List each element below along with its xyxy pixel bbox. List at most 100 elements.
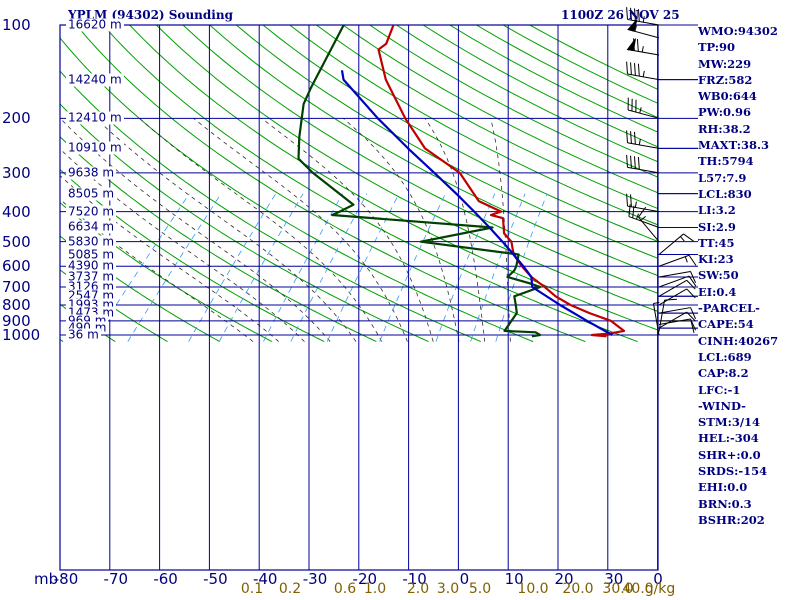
- stability-index-item: TP:90: [698, 40, 736, 55]
- temperature-tick-label: 0: [459, 570, 470, 588]
- stability-index-item: SW:50: [698, 268, 739, 283]
- mixing-ratio-unit: g/kg: [644, 581, 676, 597]
- mixing-ratio-line: [218, 193, 304, 342]
- wind-barb: [659, 320, 695, 333]
- observation-time: 1100Z 26 NOV 25: [561, 8, 680, 22]
- moist-adiabat-line: [343, 117, 460, 342]
- wind-barb-flag: [630, 155, 632, 169]
- stability-index-item: KI:23: [698, 252, 734, 267]
- wind-barb-flag: [630, 194, 632, 207]
- wind-barb-flag: [688, 255, 697, 266]
- wind-barb-staff: [627, 205, 660, 213]
- pressure-unit-label: mb: [34, 570, 59, 588]
- wind-barb-half-flag: [680, 236, 685, 242]
- moist-adiabat-line: [490, 118, 511, 342]
- wind-barb: [658, 270, 697, 283]
- stability-index-item: LFC:-1: [698, 382, 741, 397]
- moist-adiabat-line: [95, 118, 357, 342]
- temperature-tick-label: -20: [352, 570, 378, 588]
- wind-barb-staff: [627, 73, 660, 81]
- mixing-ratio-line: [435, 193, 496, 342]
- pressure-tick-label: 800: [2, 295, 31, 314]
- wind-barb: [627, 97, 660, 119]
- wind-barb-staff: [658, 311, 687, 329]
- stability-index-item: EHI:0.0: [698, 480, 748, 495]
- mixing-ratio-label: 30.0: [602, 581, 634, 597]
- wind-barb: [626, 38, 660, 56]
- wind-barb-half-flag: [638, 138, 641, 145]
- wind-barb-flag: [637, 9, 640, 22]
- dry-adiabat-line: [316, 25, 658, 210]
- temperature-tick-label: -60: [153, 570, 178, 588]
- dry-adiabat-line: [75, 25, 586, 343]
- wind-barb-half-flag: [653, 301, 660, 304]
- stability-index-item: EI:0.4: [698, 284, 737, 299]
- temperature-tick-label: -50: [203, 570, 228, 588]
- stability-index-item: FRZ:582: [698, 72, 753, 87]
- dry-adiabats: [60, 25, 658, 343]
- dry-adiabat-line: [155, 25, 658, 312]
- temperature-tick-label: -80: [53, 570, 79, 588]
- pressure-tick-label: 300: [2, 163, 31, 182]
- wind-barb-flag: [626, 61, 628, 75]
- stability-index-item: LCL:689: [698, 349, 752, 364]
- wind-barb-staff: [658, 288, 687, 306]
- height-label: 6634 m: [66, 219, 117, 234]
- stability-index-item: BSHR:202: [698, 512, 765, 527]
- wind-barbs: [626, 7, 697, 336]
- wind-barb-flag: [690, 271, 697, 283]
- wind-barb: [626, 130, 660, 149]
- wind-barb-staff: [658, 299, 666, 332]
- stability-index-item: CAP:8.2: [698, 366, 749, 381]
- wind-barb-half-flag: [634, 201, 637, 208]
- wind-barb: [658, 279, 696, 297]
- wind-barb: [652, 301, 660, 336]
- wind-barb-flag: [686, 311, 696, 322]
- wind-barb-flag: [630, 131, 632, 144]
- stability-index-item: PW:0.96: [698, 105, 752, 120]
- stability-index-item: CINH:40267: [698, 333, 779, 348]
- pressure-tick-label: 400: [2, 202, 31, 221]
- dry-adiabat-line: [235, 25, 658, 259]
- wind-barb-staff: [627, 142, 660, 149]
- temperature-tick-label: -40: [252, 570, 278, 588]
- dry-adiabat-line: [60, 37, 534, 343]
- wind-barb: [658, 254, 697, 267]
- wind-barb: [658, 311, 696, 329]
- mixing-ratio-line: [127, 193, 222, 342]
- wind-barb-staff: [627, 109, 660, 119]
- stability-index-item: TH:5794: [698, 154, 754, 169]
- wind-barb-flag: [633, 38, 635, 51]
- wind-barb: [658, 233, 694, 255]
- height-label: 5830 m: [66, 234, 117, 249]
- stability-index-item: SHR+:0.0: [698, 447, 761, 462]
- mixing-ratio-label: 1.0: [363, 581, 387, 597]
- height-label: 10910 m: [66, 140, 124, 155]
- dry-adiabat-line: [342, 25, 658, 194]
- pressure-tick-label: 600: [2, 257, 31, 276]
- parcel-line: [340, 70, 613, 336]
- wind-barb: [658, 275, 697, 288]
- wind-barb-flag: [633, 63, 636, 76]
- dry-adiabat-line: [60, 103, 429, 343]
- stability-index-item: BRN:0.3: [698, 496, 752, 511]
- stability-index-item: RH:38.2: [698, 121, 751, 136]
- wind-barb-flag: [683, 233, 694, 242]
- wind-barb-staff: [627, 18, 660, 26]
- wind-barb-flag: [630, 62, 632, 75]
- wind-barb: [658, 288, 696, 306]
- stability-index-item: SI:2.9: [698, 219, 736, 234]
- wind-barb-half-flag: [640, 215, 646, 221]
- temperature-tick-label: 10: [504, 570, 524, 588]
- wind-barb-flag: [686, 288, 696, 299]
- wind-barb-staff: [658, 270, 691, 278]
- pressure-tick-label: 200: [2, 109, 31, 128]
- wind-barb-flag: [690, 307, 697, 320]
- wind-barb-staff: [658, 275, 690, 288]
- moist-adiabat-line: [60, 118, 331, 342]
- temperature-tick-label: 30: [604, 570, 624, 588]
- pressure-tick-label: 100: [2, 16, 31, 34]
- mixing-ratio-label: 0.6: [333, 581, 357, 597]
- height-label: 14240 m: [66, 72, 124, 87]
- height-label: 16620 m: [66, 17, 124, 32]
